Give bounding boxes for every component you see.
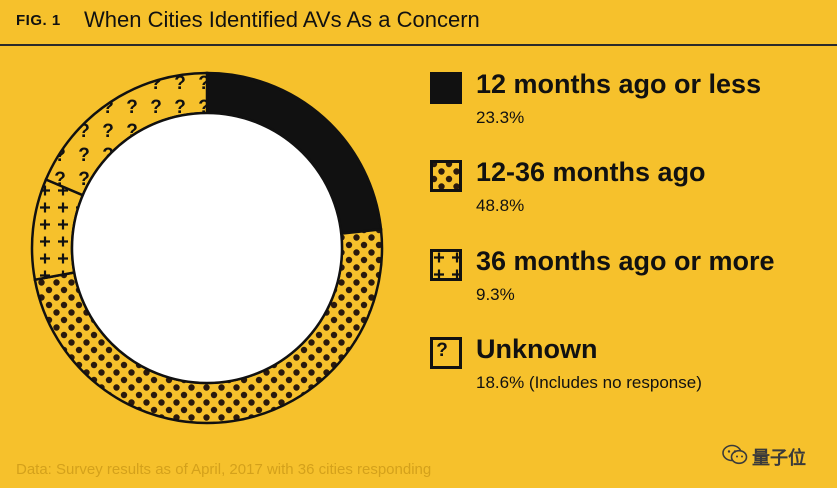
legend-label: Unknown	[476, 334, 598, 364]
legend-value: 23.3%	[476, 108, 525, 127]
legend-swatch-solid	[430, 72, 462, 104]
legend-label: 12 months ago or less	[476, 69, 762, 99]
legend-value: 18.6% (Includes no response)	[476, 373, 702, 392]
wechat-icon	[722, 444, 748, 465]
header-divider	[0, 44, 837, 46]
legend-label: 12-36 months ago	[476, 157, 706, 187]
donut-slices	[30, 71, 384, 425]
donut-chart: ?	[30, 71, 384, 425]
chart-title: When Cities Identified AVs As a Concern	[84, 7, 480, 32]
fig-label: FIG. 1	[16, 12, 61, 29]
legend-value: 9.3%	[476, 285, 515, 304]
donut-hole	[70, 111, 344, 385]
legend-label: 36 months ago or more	[476, 246, 775, 276]
legend-swatch-dots	[430, 160, 462, 192]
watermark: 量子位	[722, 442, 822, 470]
legend-swatch-plus	[430, 249, 462, 281]
legend-value: 48.8%	[476, 196, 525, 215]
watermark-text: 量子位	[752, 448, 806, 468]
legend-swatch-question	[430, 337, 462, 369]
source-note: Data: Survey results as of April, 2017 w…	[16, 461, 432, 478]
